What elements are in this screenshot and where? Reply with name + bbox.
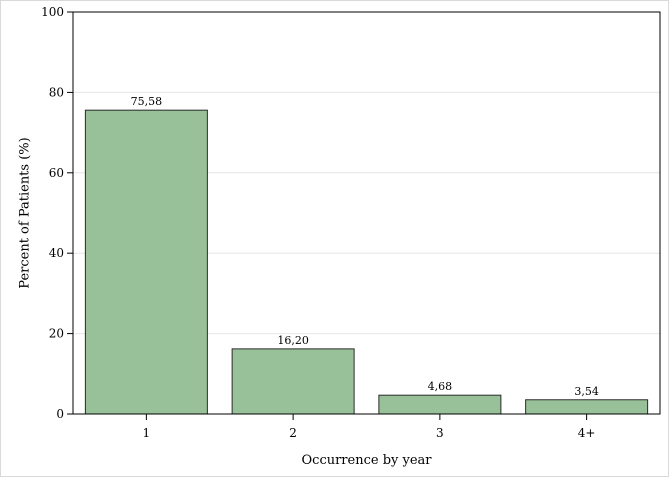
x-axis-title: Occurrence by year xyxy=(302,453,433,468)
bar-2 xyxy=(231,348,355,415)
y-tick-label-60: 60 xyxy=(49,166,64,180)
x-tick-label-1: 1 xyxy=(143,426,151,440)
data-label-4+: 3,54 xyxy=(574,385,599,398)
bar-4+ xyxy=(525,399,649,415)
y-tick-label-100: 100 xyxy=(41,5,64,19)
plot-frame xyxy=(72,11,661,415)
y-axis-title: Percent of Patients (%) xyxy=(18,137,33,288)
data-label-1: 75,58 xyxy=(131,95,163,108)
data-label-3: 4,68 xyxy=(428,380,453,393)
y-tick-label-20: 20 xyxy=(49,327,64,341)
y-tick-label-40: 40 xyxy=(49,246,64,260)
y-axis-ticks: 0 20 40 60 80 100 xyxy=(41,5,73,421)
x-tick-label-3: 3 xyxy=(436,426,444,440)
x-axis-ticks: 1 2 3 4+ xyxy=(143,414,596,440)
bars xyxy=(84,109,649,415)
bar-1 xyxy=(84,109,208,415)
bar-3 xyxy=(378,394,502,415)
x-tick-label-4+: 4+ xyxy=(578,426,596,440)
data-label-2: 16,20 xyxy=(277,334,309,347)
x-tick-label-2: 2 xyxy=(289,426,297,440)
data-labels: 75,58 16,20 4,68 3,54 xyxy=(131,95,599,398)
image-border xyxy=(0,0,669,477)
y-tick-label-0: 0 xyxy=(56,407,64,421)
y-tick-label-80: 80 xyxy=(49,85,64,99)
